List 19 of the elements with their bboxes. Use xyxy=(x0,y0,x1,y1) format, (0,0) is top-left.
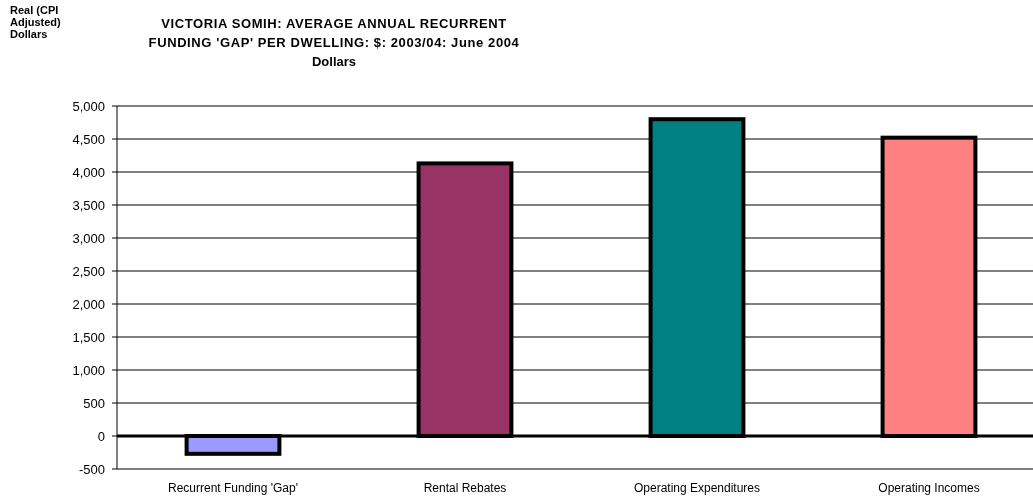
y-tick-label: 4,000 xyxy=(72,164,105,180)
y-tick-label: 0 xyxy=(97,428,105,444)
x-tick-label: Rental Rebates xyxy=(423,481,507,495)
y-tick-label: -500 xyxy=(78,461,105,477)
y-tick-label: 1,500 xyxy=(72,329,105,345)
x-tick-label: Operating Expenditures xyxy=(633,481,761,495)
y-tick-label: 3,500 xyxy=(72,197,105,213)
y-tick-label: 2,000 xyxy=(72,296,105,312)
y-tick-label: 3,000 xyxy=(72,230,105,246)
y-tick-label: 4,500 xyxy=(72,131,105,147)
y-tick-label: 1,000 xyxy=(72,362,105,378)
text: Real (CPI Adjusted) Dollars xyxy=(10,4,62,40)
chart-title: VICTORIA SOMIH: AVERAGE ANNUAL RECURRENT FUNDING 'GAP' PER DWELLING: $: 2003/04: June 2004 xyxy=(148,16,520,50)
x-tick-label: Recurrent Funding 'Gap' xyxy=(168,481,298,495)
chart-subtitle: Dollars xyxy=(311,54,357,69)
y-tick-label: 5,000 xyxy=(72,98,105,114)
x-tick-label: Operating Incomes xyxy=(878,481,980,495)
y-tick-label: 500 xyxy=(83,395,105,411)
y-tick-label: 2,500 xyxy=(72,263,105,279)
